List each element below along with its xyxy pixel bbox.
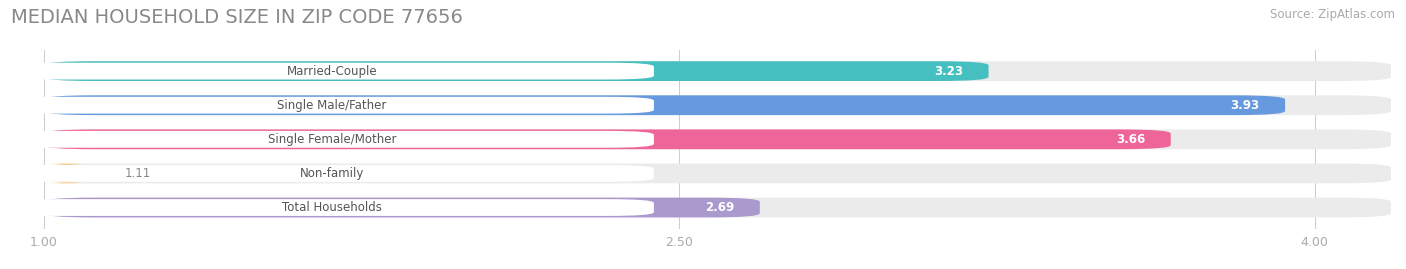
Text: Non-family: Non-family xyxy=(299,167,364,180)
FancyBboxPatch shape xyxy=(44,198,759,217)
FancyBboxPatch shape xyxy=(10,97,654,114)
FancyBboxPatch shape xyxy=(44,129,1171,149)
FancyBboxPatch shape xyxy=(44,61,1391,81)
Text: Married-Couple: Married-Couple xyxy=(287,65,377,78)
Text: Total Households: Total Households xyxy=(283,201,382,214)
FancyBboxPatch shape xyxy=(39,164,94,183)
FancyBboxPatch shape xyxy=(44,61,988,81)
Text: 1.11: 1.11 xyxy=(124,167,150,180)
FancyBboxPatch shape xyxy=(10,131,654,148)
FancyBboxPatch shape xyxy=(44,95,1391,115)
FancyBboxPatch shape xyxy=(44,164,1391,183)
FancyBboxPatch shape xyxy=(44,129,1391,149)
Text: Single Male/Father: Single Male/Father xyxy=(277,99,387,112)
FancyBboxPatch shape xyxy=(10,165,654,182)
Text: 3.93: 3.93 xyxy=(1230,99,1260,112)
Text: 2.69: 2.69 xyxy=(706,201,734,214)
FancyBboxPatch shape xyxy=(10,199,654,216)
Text: Source: ZipAtlas.com: Source: ZipAtlas.com xyxy=(1270,8,1395,21)
Text: 3.23: 3.23 xyxy=(934,65,963,78)
Text: MEDIAN HOUSEHOLD SIZE IN ZIP CODE 77656: MEDIAN HOUSEHOLD SIZE IN ZIP CODE 77656 xyxy=(11,8,463,27)
FancyBboxPatch shape xyxy=(44,95,1285,115)
FancyBboxPatch shape xyxy=(10,63,654,80)
Text: Single Female/Mother: Single Female/Mother xyxy=(267,133,396,146)
Text: 3.66: 3.66 xyxy=(1116,133,1146,146)
FancyBboxPatch shape xyxy=(44,198,1391,217)
